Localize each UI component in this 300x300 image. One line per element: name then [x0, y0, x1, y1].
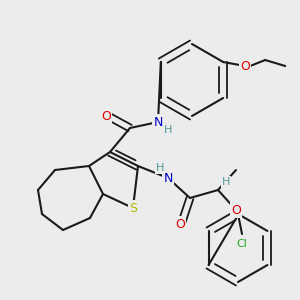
Text: O: O — [240, 59, 250, 73]
Text: S: S — [129, 202, 137, 214]
Text: O: O — [175, 218, 185, 230]
Text: O: O — [231, 203, 241, 217]
Text: O: O — [101, 110, 111, 122]
Text: H: H — [222, 177, 230, 187]
Text: H: H — [164, 125, 172, 135]
Text: H: H — [156, 163, 164, 173]
Text: N: N — [163, 172, 173, 184]
Text: Cl: Cl — [237, 239, 248, 249]
Text: N: N — [153, 116, 163, 128]
